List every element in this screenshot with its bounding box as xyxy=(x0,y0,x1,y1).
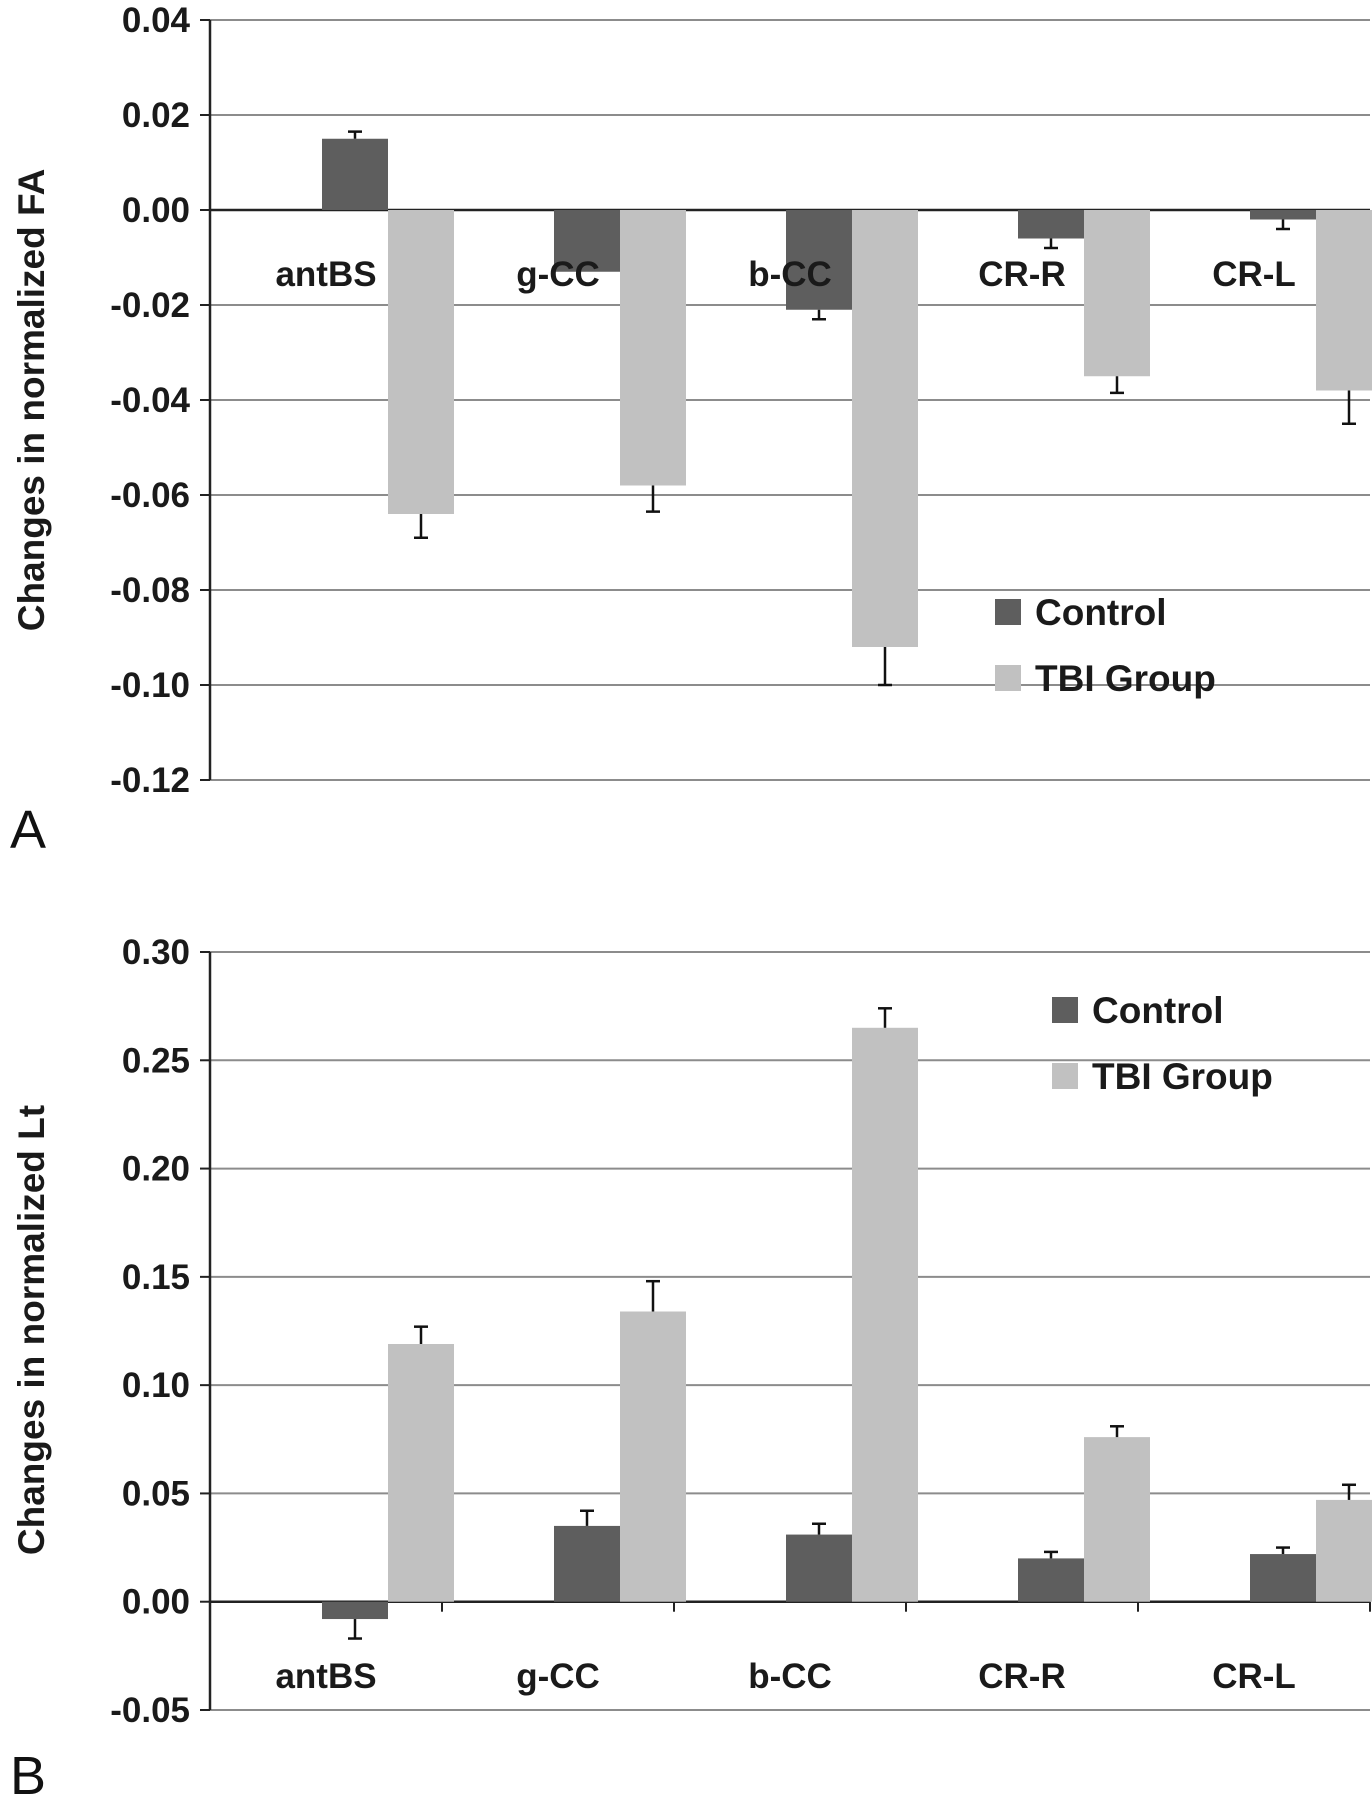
x-category-label: CR-R xyxy=(978,255,1065,294)
y-tick-label: 0.00 xyxy=(122,1583,190,1622)
x-category-label: CR-R xyxy=(978,1657,1065,1696)
bar-tbi-antBS xyxy=(388,1343,454,1602)
bar-control-g-CC xyxy=(554,1525,620,1602)
bar-control-antBS xyxy=(322,1601,388,1620)
y-tick-label: 0.25 xyxy=(122,1041,190,1080)
bar-tbi-g-CC xyxy=(620,210,686,486)
y-tick-label: -0.10 xyxy=(110,666,190,705)
x-category-label: g-CC xyxy=(516,255,600,294)
y-tick-label: 0.05 xyxy=(122,1474,190,1513)
panel-label: B xyxy=(10,1746,46,1800)
bar-control-g-CC xyxy=(554,210,620,272)
x-category-label: g-CC xyxy=(516,1657,600,1696)
y-tick-label: -0.06 xyxy=(110,476,190,515)
chart-panel-A: 0.04 0.02 0.00 -0.02 -0.04 -0.06 -0.08 -0.10 -0.… xyxy=(10,1,1372,860)
bar-tbi-b-CC xyxy=(852,210,918,647)
bar-control-antBS xyxy=(322,138,388,210)
y-tick-label: 0.00 xyxy=(122,191,190,230)
y-tick-label: -0.08 xyxy=(110,571,190,610)
x-category-label: CR-L xyxy=(1212,255,1296,294)
y-tick-label: 0.04 xyxy=(122,1,191,40)
x-category-label: b-CC xyxy=(748,1657,832,1696)
legend-swatch xyxy=(1052,1063,1078,1089)
x-category-label: CR-L xyxy=(1212,1657,1296,1696)
bar-control-CR-R xyxy=(1018,1558,1084,1602)
bar-control-b-CC xyxy=(786,210,852,310)
panel-label: A xyxy=(10,800,46,860)
y-tick-label: 0.10 xyxy=(122,1366,190,1405)
bar-tbi-antBS xyxy=(388,210,454,514)
bar-tbi-b-CC xyxy=(852,1027,918,1602)
y-tick-label: -0.04 xyxy=(110,381,190,420)
legend-swatch xyxy=(1052,997,1078,1023)
y-tick-label: 0.15 xyxy=(122,1258,190,1297)
bar-control-CR-L xyxy=(1250,1554,1316,1602)
bar-control-CR-R xyxy=(1018,210,1084,239)
y-tick-label: -0.05 xyxy=(110,1691,190,1730)
bar-control-CR-L xyxy=(1250,210,1316,220)
bar-tbi-CR-L xyxy=(1316,1499,1372,1602)
x-category-label: b-CC xyxy=(748,255,832,294)
bar-tbi-g-CC xyxy=(620,1311,686,1602)
y-axis-title: Changes in normalized Lt xyxy=(11,1105,52,1555)
y-tick-label: 0.30 xyxy=(122,933,190,972)
chart-panel-B: 0.30 0.25 0.20 0.15 0.10 0.05 0.00 -0.05 antBS g-… xyxy=(10,933,1372,1800)
x-category-label: antBS xyxy=(275,1657,376,1696)
bar-tbi-CR-R xyxy=(1084,210,1150,377)
y-tick-label: 0.20 xyxy=(122,1150,190,1189)
y-tick-label: 0.02 xyxy=(122,96,190,135)
bar-control-b-CC xyxy=(786,1534,852,1602)
y-axis-title: Changes in normalized FA xyxy=(11,169,52,632)
x-category-label: antBS xyxy=(275,255,376,294)
legend-label: TBI Group xyxy=(1092,1056,1273,1097)
legend-label: TBI Group xyxy=(1035,658,1216,699)
legend-swatch xyxy=(995,665,1021,691)
bar-tbi-CR-R xyxy=(1084,1437,1150,1602)
legend-label: Control xyxy=(1035,592,1167,633)
bar-tbi-CR-L xyxy=(1316,210,1372,391)
y-tick-label: -0.02 xyxy=(110,286,190,325)
legend-label: Control xyxy=(1092,990,1224,1031)
y-tick-label: -0.12 xyxy=(110,761,190,800)
legend-swatch xyxy=(995,599,1021,625)
